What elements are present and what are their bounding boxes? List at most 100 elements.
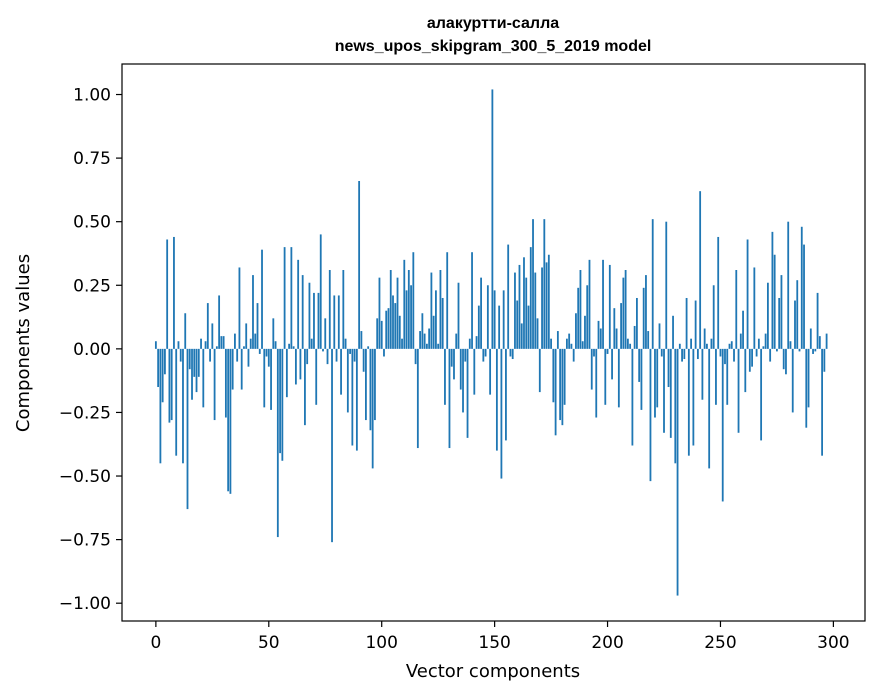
bar <box>762 346 765 349</box>
bar <box>498 305 501 349</box>
bar <box>782 348 785 370</box>
bar <box>407 270 410 349</box>
bar <box>791 348 794 413</box>
bar <box>448 348 451 449</box>
bar <box>803 244 805 349</box>
bar <box>392 295 394 349</box>
bar <box>459 348 462 390</box>
bar <box>193 348 196 377</box>
bar <box>288 343 291 349</box>
bar <box>403 259 406 349</box>
bar <box>272 318 275 349</box>
bar <box>678 343 681 349</box>
bar <box>419 331 422 349</box>
bar <box>636 297 638 349</box>
bar <box>500 348 503 479</box>
bar <box>742 310 744 349</box>
bar <box>764 333 767 349</box>
bar <box>398 315 401 349</box>
bar <box>676 348 679 596</box>
bar <box>505 348 507 441</box>
bar <box>532 219 534 349</box>
bar <box>263 348 266 408</box>
x-axis: 0 50 100 150 200 250 300 <box>150 621 850 653</box>
bar <box>437 343 440 349</box>
bar <box>224 348 227 418</box>
bar <box>798 348 801 352</box>
bar <box>182 348 184 464</box>
bar <box>306 348 309 365</box>
bar <box>728 343 731 349</box>
bar <box>186 348 189 510</box>
x-tick-label: 300 <box>817 633 849 653</box>
bar <box>376 318 379 349</box>
bar <box>234 333 236 349</box>
bar <box>674 348 677 464</box>
x-tick-label: 50 <box>258 633 280 653</box>
bar <box>240 348 243 390</box>
bar <box>757 338 760 349</box>
bar <box>769 348 772 362</box>
bar <box>645 275 647 349</box>
bar <box>267 348 270 367</box>
bar <box>667 348 670 388</box>
bar <box>807 348 810 408</box>
bar <box>414 348 417 365</box>
bar <box>191 348 193 400</box>
bar <box>721 348 724 502</box>
bar <box>464 348 467 362</box>
bar <box>611 348 613 380</box>
y-tick-label: 0.00 <box>73 340 111 360</box>
bar <box>401 338 403 349</box>
bar <box>484 348 487 357</box>
bar <box>640 348 643 410</box>
bar <box>615 328 618 349</box>
bar <box>258 348 261 354</box>
bar <box>238 267 241 349</box>
bar <box>527 305 530 349</box>
bar <box>656 348 659 408</box>
bar <box>173 236 175 349</box>
bar <box>511 348 514 360</box>
bar <box>265 348 268 357</box>
bar <box>304 348 306 426</box>
bar <box>502 290 505 349</box>
bar <box>814 348 817 352</box>
bar <box>243 346 245 349</box>
bar <box>812 348 814 354</box>
x-tick-label: 200 <box>591 633 623 653</box>
bar <box>624 270 627 349</box>
bar <box>349 348 351 354</box>
bar <box>236 348 239 362</box>
bar <box>410 285 412 349</box>
bar <box>760 348 763 441</box>
bar <box>717 236 720 349</box>
bar <box>647 331 650 349</box>
bar <box>545 262 548 349</box>
bar <box>322 348 324 352</box>
bar <box>744 348 747 393</box>
bar <box>699 191 702 349</box>
bar <box>453 348 455 380</box>
bar <box>568 333 571 349</box>
bar <box>552 348 555 403</box>
bar <box>588 259 591 349</box>
bar <box>633 325 636 349</box>
bar <box>168 348 171 423</box>
bar <box>482 348 485 362</box>
bar <box>789 341 792 349</box>
bar <box>435 290 437 349</box>
bar <box>444 348 446 405</box>
bar <box>620 303 622 349</box>
bar <box>825 333 828 349</box>
bar <box>658 323 661 349</box>
bar <box>290 247 293 349</box>
bar <box>509 348 512 357</box>
bar <box>706 343 708 349</box>
bar <box>590 348 593 390</box>
bar <box>579 270 582 349</box>
bar <box>380 320 383 349</box>
bar <box>252 275 254 349</box>
bar <box>622 277 625 349</box>
